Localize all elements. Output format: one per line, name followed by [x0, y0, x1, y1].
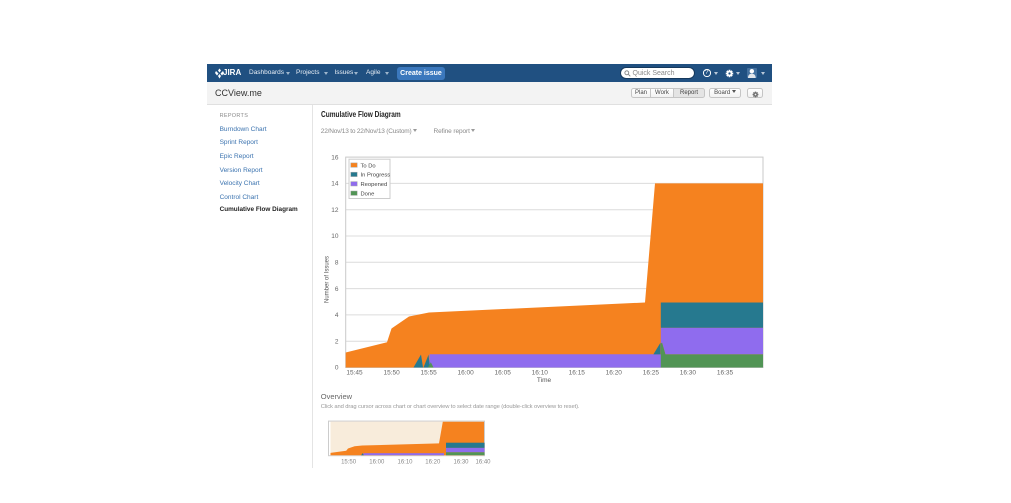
svg-text:16:05: 16:05	[495, 370, 512, 377]
svg-text:Done: Done	[361, 191, 375, 197]
svg-text:In Progress: In Progress	[361, 173, 391, 179]
svg-text:Number of Issues: Number of Issues	[325, 256, 331, 303]
svg-text:16:10: 16:10	[532, 370, 549, 377]
svg-text:To Do: To Do	[361, 163, 376, 169]
svg-text:15:50: 15:50	[341, 460, 357, 466]
svg-text:Reopened: Reopened	[361, 182, 388, 188]
svg-text:8: 8	[335, 260, 339, 267]
svg-text:16:30: 16:30	[680, 370, 697, 377]
svg-text:15:45: 15:45	[346, 370, 363, 377]
svg-text:0: 0	[335, 365, 339, 372]
svg-text:10: 10	[331, 233, 339, 240]
svg-text:15:55: 15:55	[420, 370, 437, 377]
svg-text:2: 2	[335, 338, 339, 345]
svg-text:14: 14	[331, 181, 339, 188]
svg-text:16:35: 16:35	[717, 370, 734, 377]
svg-text:Time: Time	[537, 377, 552, 384]
svg-text:16:40: 16:40	[475, 460, 491, 466]
svg-text:16:10: 16:10	[397, 460, 413, 466]
svg-text:6: 6	[335, 286, 339, 293]
svg-text:16:15: 16:15	[569, 370, 586, 377]
svg-text:16:25: 16:25	[643, 370, 660, 377]
svg-text:15:50: 15:50	[383, 370, 400, 377]
svg-text:16:00: 16:00	[369, 460, 385, 466]
svg-text:16:20: 16:20	[606, 370, 623, 377]
svg-text:12: 12	[331, 207, 339, 214]
svg-text:16: 16	[331, 154, 339, 161]
svg-text:4: 4	[335, 312, 339, 319]
svg-text:16:20: 16:20	[425, 460, 441, 466]
svg-text:16:30: 16:30	[453, 460, 469, 466]
svg-text:16:00: 16:00	[457, 370, 474, 377]
